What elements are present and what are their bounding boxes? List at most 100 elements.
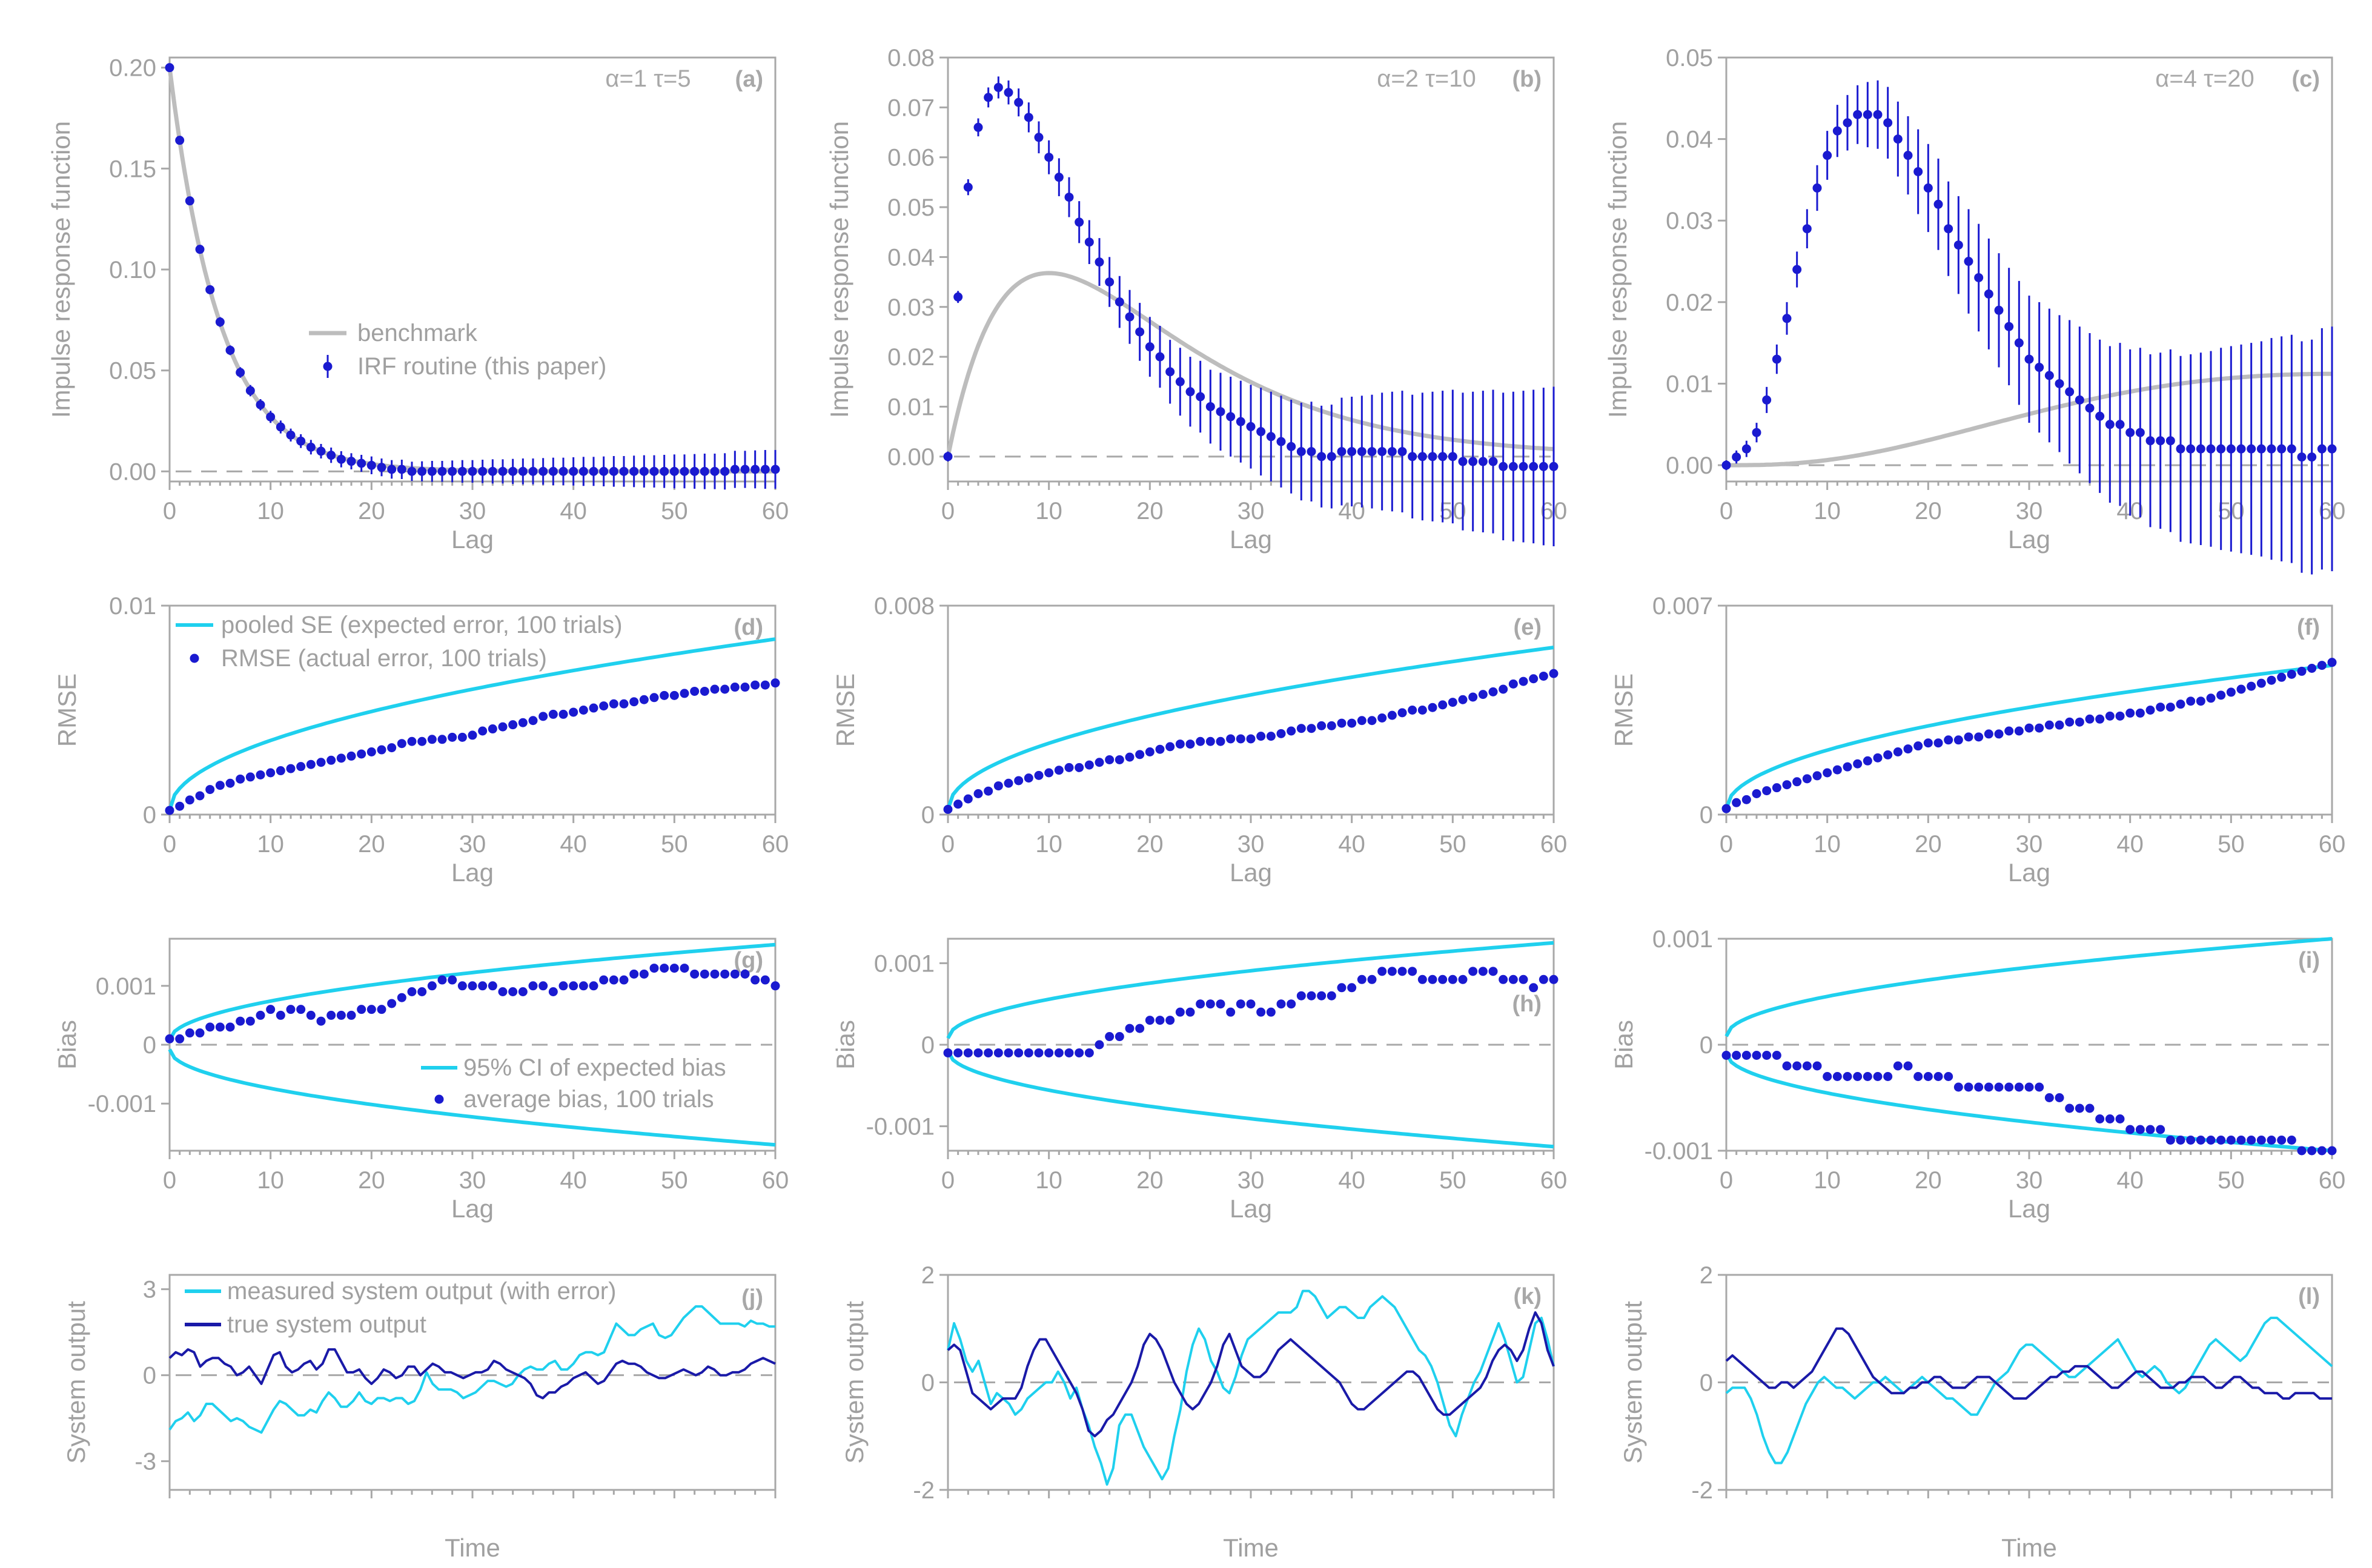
rmse-point xyxy=(1075,762,1084,772)
bias-point xyxy=(387,999,397,1008)
bias-point xyxy=(1772,1051,1781,1060)
rmse-point xyxy=(1812,771,1822,781)
bias-point xyxy=(1883,1072,1893,1081)
panel-label: (g) xyxy=(734,948,763,973)
rmse-point xyxy=(599,701,609,711)
y-tick-label: 3 xyxy=(143,1277,156,1303)
ci-lower-curve xyxy=(946,1050,1554,1149)
irf-point xyxy=(518,466,528,476)
y-tick-label: 0 xyxy=(921,1370,935,1397)
x-tick-label: 40 xyxy=(560,498,587,524)
bias-point xyxy=(1115,1032,1124,1042)
bias-point xyxy=(1034,1048,1044,1057)
x-axis-title: Time xyxy=(445,1533,500,1562)
irf-point xyxy=(1236,417,1245,426)
bias-point xyxy=(619,975,629,985)
irf-point xyxy=(2267,444,2276,454)
irf-point xyxy=(1752,428,1761,437)
y-tick-label: 0 xyxy=(921,1032,935,1059)
irf-point xyxy=(397,465,406,474)
y-tick-label: 0.00 xyxy=(887,444,935,471)
rmse-point xyxy=(1468,692,1478,702)
y-tick-label: 0.05 xyxy=(887,194,935,221)
bias-point xyxy=(1953,1082,1963,1092)
rmse-point xyxy=(1741,795,1751,804)
y-axis-title: System output xyxy=(840,1301,869,1464)
irf-point xyxy=(1135,327,1145,337)
irf-point xyxy=(2044,371,2054,380)
irf-point xyxy=(2317,444,2327,454)
irf-point xyxy=(2085,403,2095,413)
rmse-point xyxy=(478,726,488,736)
bias-point xyxy=(943,1048,953,1057)
rmse-point xyxy=(1226,734,1236,744)
y-tick-label: 0 xyxy=(143,1363,156,1389)
rmse-point xyxy=(1135,750,1145,759)
rmse-point xyxy=(1782,780,1792,790)
rmse-point xyxy=(720,684,730,694)
y-tick-label: 0.07 xyxy=(887,94,935,121)
true-output-line xyxy=(1725,1327,2332,1400)
rmse-point xyxy=(538,712,548,721)
bias-point xyxy=(256,1010,265,1020)
irf-point xyxy=(1974,273,1984,282)
x-tick-label: 60 xyxy=(2319,1167,2346,1194)
rmse-point xyxy=(1276,729,1286,738)
rmse-point xyxy=(427,735,437,744)
rmse-point xyxy=(2216,690,2226,700)
rmse-point xyxy=(1478,690,1488,700)
bias-point xyxy=(245,1016,255,1026)
irf-point xyxy=(1246,422,1256,431)
panel-label: (f) xyxy=(2297,615,2320,640)
rmse-point xyxy=(2145,706,2155,715)
panel-a: 0.00 0.05 0.10 0.15 0.20 0 10 20 30 40 50 60 Lag Impu… xyxy=(47,55,789,554)
bias-point xyxy=(1721,1051,1731,1060)
irf-point xyxy=(1226,412,1236,422)
irf-point xyxy=(1903,151,1913,160)
bias-point xyxy=(498,987,508,996)
bias-point xyxy=(2256,1136,2266,1145)
bias-point xyxy=(599,975,609,985)
x-tick-label: 0 xyxy=(163,1167,176,1194)
rmse-point xyxy=(2004,726,2014,736)
y-tick-label: 0.04 xyxy=(1666,127,1713,153)
x-tick-label: 30 xyxy=(2016,498,2043,524)
rmse-point xyxy=(1125,752,1135,762)
rmse-point xyxy=(528,716,538,726)
x-tick-label: 20 xyxy=(1915,831,1942,858)
irf-point xyxy=(2075,395,2084,405)
rmse-point xyxy=(2307,664,2317,673)
bias-point xyxy=(1155,1016,1165,1025)
rmse-point xyxy=(1458,695,1468,704)
rmse-point xyxy=(2095,714,2105,724)
plot-frame xyxy=(168,56,777,483)
rmse-point xyxy=(1054,766,1064,775)
rmse-point xyxy=(165,806,174,815)
y-tick-label: 2 xyxy=(1700,1262,1713,1289)
irf-point xyxy=(1347,447,1357,457)
y-tick-label: 0 xyxy=(143,802,156,829)
rmse-point xyxy=(357,749,366,759)
bias-point xyxy=(2024,1082,2034,1092)
rmse-point xyxy=(1721,804,1731,813)
x-tick-label: 60 xyxy=(762,831,789,858)
bias-point xyxy=(326,1010,336,1020)
bias-point xyxy=(578,981,588,991)
irf-point xyxy=(256,400,265,409)
irf-point xyxy=(437,466,447,476)
bias-point xyxy=(710,969,720,979)
rmse-point xyxy=(518,718,528,727)
expected-error-curve xyxy=(168,637,776,812)
bias-point xyxy=(1994,1082,2004,1092)
bias-point xyxy=(1014,1048,1024,1057)
rmse-point xyxy=(1246,734,1256,744)
irf-point xyxy=(1913,167,1923,176)
irf-point xyxy=(720,466,730,476)
x-tick-label: 10 xyxy=(257,1167,284,1194)
irf-point xyxy=(366,460,376,470)
rmse-point xyxy=(498,722,508,732)
rmse-point xyxy=(1802,774,1812,784)
bias-point xyxy=(1823,1072,1832,1081)
y-tick-label: 0 xyxy=(1700,802,1713,829)
irf-point xyxy=(1266,432,1276,442)
